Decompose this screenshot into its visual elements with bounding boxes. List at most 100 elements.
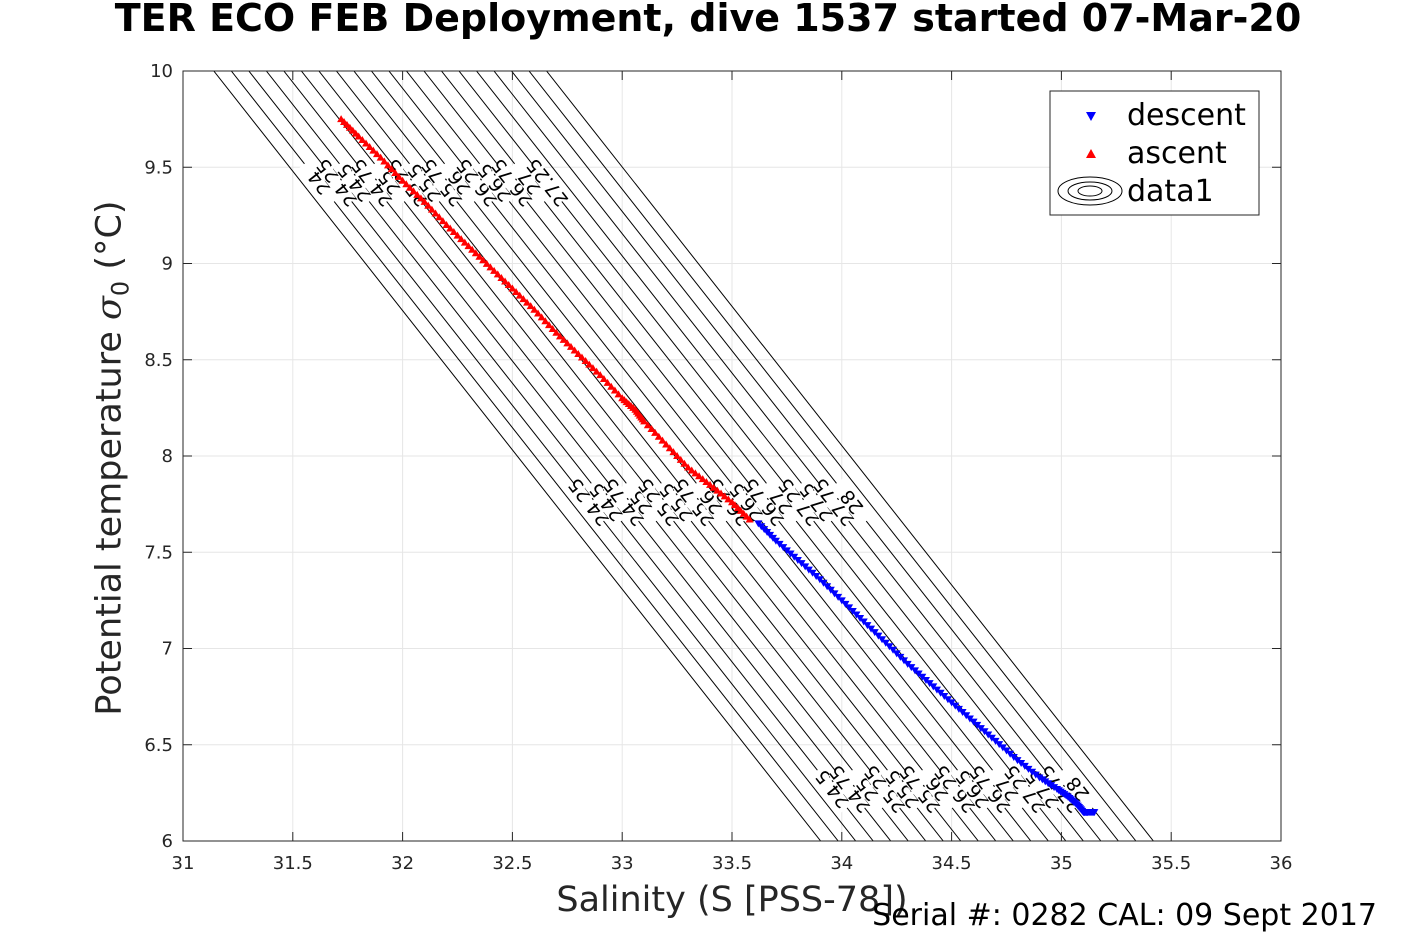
descent-point [826,586,835,594]
serial-cal-footer: Serial #: 0282 CAL: 09 Sept 2017 [872,898,1377,933]
descent-point [881,639,890,647]
ascent-point [471,249,480,257]
ascent-point [563,339,572,347]
contour-label-mask [655,478,698,527]
y-tick-label: 7 [162,639,173,660]
contour-label-mask [812,478,855,527]
ascent-point [369,146,378,154]
x-tick-label: 35 [1050,853,1073,874]
descent-point [1013,757,1022,765]
x-tick-label: 32.5 [492,853,532,874]
contour-label-mask [473,158,516,207]
ascent-point [676,455,685,463]
ascent-point [541,317,550,325]
contour-label-mask [1056,765,1099,813]
descent-point [830,590,839,598]
legend-ascent-marker [1086,149,1096,158]
contour-label-mask [525,158,569,207]
ascent-point [745,515,754,523]
contour-label-mask [725,478,768,527]
descent-point [845,604,854,612]
isopycnal-line [213,71,822,841]
ascent-point [372,150,381,158]
ascent-point [501,277,510,285]
contour-label-mask [298,158,341,207]
ascent-point [559,335,568,343]
contour-label-mask [602,478,645,527]
ascent-point [420,197,429,205]
ascent-point [468,245,477,253]
ascent-point [706,480,715,488]
descent-point [823,583,832,591]
ascent-point [687,466,696,474]
ascent-point [354,132,363,140]
ascent-point [394,172,403,180]
ascent-point [523,298,532,306]
ascent-point [654,432,663,440]
ascent-point [713,486,722,494]
x-tick-label: 34.5 [932,853,972,874]
ascent-point [493,270,502,278]
contour-label-mask [672,478,715,527]
contour-label-mask [508,158,551,207]
ascent-point [479,256,488,264]
ascent-point [431,209,440,217]
legend-data1-label: data1 [1127,174,1214,209]
ascent-point [717,489,726,497]
legend-ascent-label: ascent [1127,136,1227,171]
ascent-point [658,436,667,444]
ascent-point [482,259,491,267]
ascent-point [486,263,495,271]
descent-point [863,622,872,630]
ascent-point [720,492,729,500]
contour-label-mask [777,478,820,527]
contour-label-mask [1003,765,1047,813]
contour-label-mask [620,478,663,527]
contour-label-mask [368,158,411,207]
ascent-point [662,440,671,448]
contour-label-mask [420,158,464,207]
contour-label-mask [742,478,785,527]
contour-label-mask [690,478,733,527]
series-ascent [337,115,754,523]
contour-label-mask [986,765,1029,813]
ascent-point [577,353,586,361]
ascent-point [398,176,407,184]
contour-label-mask [403,158,446,207]
ascent-point [566,342,575,350]
legend-descent-marker [1086,112,1096,121]
descent-point [1090,809,1099,817]
ascent-point [530,305,539,313]
ascent-point [669,448,678,456]
descent-point [900,657,909,665]
y-tick-label: 10 [150,61,173,82]
ascent-point [457,235,466,243]
descent-point [1020,762,1029,770]
ascent-point [508,284,517,292]
descent-point [1031,771,1040,779]
ascent-point [424,201,433,209]
contour-label-mask [951,765,994,813]
ascent-point [475,252,484,260]
ascent-point [665,444,674,452]
descent-point [1017,760,1026,768]
ascent-point [449,228,458,236]
contour-label-mask [968,765,1011,813]
ascent-point [413,190,422,198]
y-axis-label-unit: (°C) [89,200,130,281]
ascent-point [647,425,656,433]
ascent-point [599,375,608,382]
ascent-point [574,349,583,357]
descent-point [885,643,894,651]
contour-label-mask [760,478,803,527]
isopycnal-line [476,71,1084,841]
ascent-point [416,194,425,202]
y-tick-label: 8 [162,446,173,467]
ascent-point [446,224,455,232]
contour-label-mask [585,478,628,527]
descent-point [870,629,879,637]
descent-point [834,593,843,601]
ascent-point [588,364,597,372]
isopycnal-line [546,71,1154,841]
